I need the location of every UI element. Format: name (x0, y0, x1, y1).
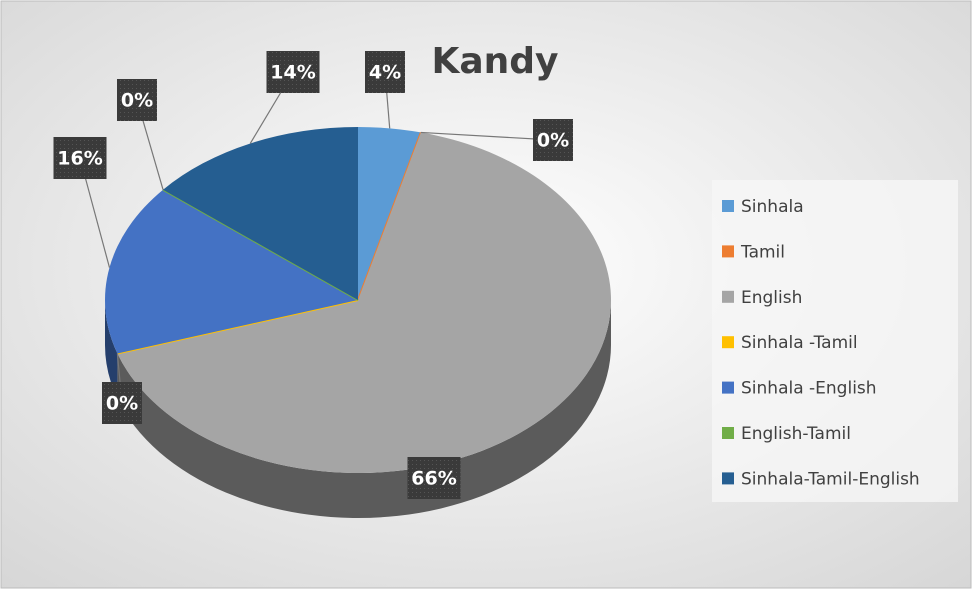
data-label: 4% (369, 62, 401, 84)
leader-line (420, 131, 554, 141)
slice-side (105, 300, 118, 399)
pie (105, 127, 612, 518)
data-label-box (533, 119, 573, 161)
legend-swatch (722, 427, 734, 439)
data-label-box (53, 137, 107, 179)
legend-swatch (722, 472, 734, 485)
data-label: 0% (121, 90, 153, 112)
legend-swatch (722, 290, 734, 303)
legend-swatch (722, 336, 734, 349)
legend-label: Sinhala-Tamil-English (741, 469, 920, 489)
legend-swatch (722, 245, 734, 258)
legend-label: Sinhala (741, 197, 804, 217)
data-label-box (266, 51, 320, 93)
data-label-box (117, 79, 157, 121)
data-label: 16% (57, 148, 102, 170)
data-label-box (407, 457, 461, 499)
data-label: 0% (106, 393, 138, 415)
legend-label: Sinhala -Tamil (741, 333, 858, 353)
legend-swatch (722, 200, 734, 212)
slice (117, 132, 612, 473)
data-label: 0% (537, 130, 569, 152)
slice-side (117, 300, 612, 518)
slice (105, 189, 358, 354)
data-label-box (102, 382, 142, 424)
legend-box (712, 180, 958, 502)
data-label-box (365, 51, 405, 93)
data-label: 14% (270, 62, 315, 84)
legend-label: English-Tamil (741, 424, 851, 444)
data-label: 66% (411, 468, 456, 490)
chart-title: Kandy (431, 41, 558, 82)
legend-label: Tamil (740, 242, 785, 262)
slice (162, 188, 359, 301)
slice (163, 127, 358, 300)
legend-label: English (741, 288, 802, 308)
legend-swatch (722, 381, 734, 394)
legend-label: Sinhala -English (741, 379, 877, 399)
